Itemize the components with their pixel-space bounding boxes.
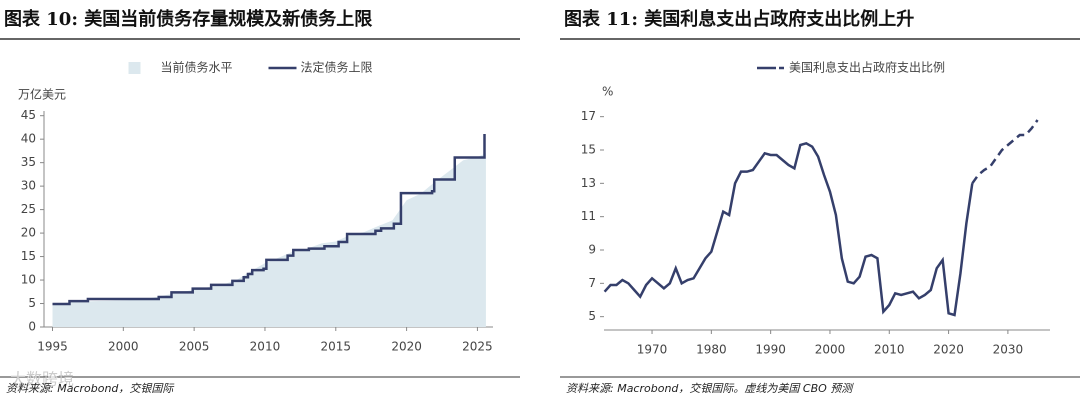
line: [603, 141, 974, 317]
y-tick-label: 20: [21, 226, 36, 240]
line: [971, 119, 1039, 185]
x-tick-label: 2000: [108, 340, 139, 354]
y-tick-label: 10: [21, 273, 36, 287]
legend-label: 当前债务水平: [161, 60, 233, 75]
x-tick-label: 1970: [637, 343, 668, 357]
x-tick-label: 2015: [321, 340, 352, 354]
x-tick-label: 1980: [696, 343, 727, 357]
legend-label: 美国利息支出占政府支出比例: [789, 60, 945, 75]
y-tick-label: 45: [21, 108, 36, 122]
x-tick-label: 2000: [815, 343, 846, 357]
y-tick-label: 5: [588, 309, 596, 323]
x-tick-label: 1990: [755, 343, 786, 357]
x-tick-label: 2030: [993, 343, 1024, 357]
legend-label: 法定债务上限: [301, 60, 373, 75]
source: 资料来源: Macrobond，交银国际: [6, 382, 174, 395]
y-tick-label: 0: [28, 320, 36, 334]
y-axis-label: %: [602, 85, 613, 99]
y-tick-label: 5: [28, 296, 36, 310]
x-tick-label: 2010: [250, 340, 281, 354]
x-tick-label: 2025: [462, 340, 493, 354]
y-tick-label: 9: [588, 243, 596, 257]
chart-title: 图表 10: 美国当前债务存量规模及新债务上限: [4, 8, 373, 30]
y-tick-label: 7: [588, 276, 596, 290]
y-tick-label: 15: [21, 249, 36, 263]
line: [52, 134, 486, 306]
x-tick-label: 2005: [179, 340, 210, 354]
y-tick-label: 13: [581, 176, 596, 190]
x-tick-label: 2010: [874, 343, 905, 357]
watermark: 大数跨境: [10, 370, 74, 389]
x-tick-label: 2020: [933, 343, 964, 357]
legend-swatch: [128, 62, 141, 74]
chart-title: 图表 11: 美国利息支出占政府支出比例上升: [564, 8, 914, 30]
x-tick-label: 2020: [391, 340, 422, 354]
y-tick-label: 40: [21, 132, 36, 146]
y-tick-label: 30: [21, 179, 36, 193]
y-tick-label: 35: [21, 155, 36, 169]
y-tick-label: 11: [581, 209, 596, 223]
area: [52, 153, 486, 327]
x-tick-label: 1995: [37, 340, 68, 354]
y-axis-label: 万亿美元: [18, 87, 66, 102]
y-tick-label: 25: [21, 202, 36, 216]
y-tick-label: 15: [581, 143, 596, 157]
y-tick-label: 17: [581, 109, 596, 123]
source: 资料来源: Macrobond，交银国际。虚线为美国 CBO 预测: [566, 382, 854, 395]
